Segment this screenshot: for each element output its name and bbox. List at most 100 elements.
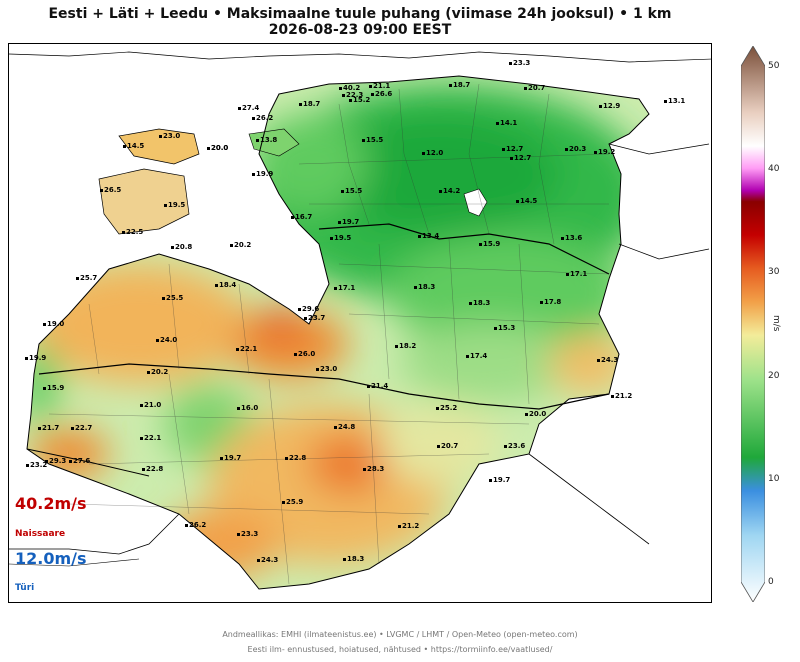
- station-marker[interactable]: 15.5: [341, 187, 362, 195]
- colorbar-tick-label: 40: [768, 164, 780, 175]
- station-marker[interactable]: 17.8: [540, 298, 561, 306]
- station-marker[interactable]: 25.9: [282, 498, 303, 506]
- colorbar-tick-label: 20: [768, 370, 780, 381]
- station-marker[interactable]: 15.2: [349, 96, 370, 104]
- station-marker[interactable]: 19.5: [330, 234, 351, 242]
- station-marker[interactable]: 21.2: [611, 392, 632, 400]
- station-marker[interactable]: 25.2: [436, 404, 457, 412]
- station-marker[interactable]: 27.6: [69, 457, 90, 465]
- station-marker[interactable]: 20.7: [437, 442, 458, 450]
- station-marker[interactable]: 18.3: [469, 299, 490, 307]
- station-marker[interactable]: 19.7: [489, 476, 510, 484]
- station-marker[interactable]: 16.0: [237, 404, 258, 412]
- map-title: Eesti + Läti + Leedu • Maksimaalne tuule…: [48, 6, 672, 22]
- station-marker[interactable]: 20.2: [147, 368, 168, 376]
- station-marker[interactable]: 19.9: [252, 170, 273, 178]
- station-marker[interactable]: 17.1: [566, 270, 587, 278]
- station-marker[interactable]: 24.0: [156, 336, 177, 344]
- station-marker[interactable]: 15.3: [494, 324, 515, 332]
- station-marker[interactable]: 26.0: [294, 350, 315, 358]
- station-marker[interactable]: 19.5: [164, 201, 185, 209]
- station-marker[interactable]: 18.7: [299, 100, 320, 108]
- station-marker[interactable]: 22.7: [71, 424, 92, 432]
- station-marker[interactable]: 12.0: [422, 149, 443, 157]
- station-marker[interactable]: 17.1: [334, 284, 355, 292]
- station-marker[interactable]: 21.1: [369, 82, 390, 90]
- station-marker[interactable]: 25.7: [76, 274, 97, 282]
- station-marker[interactable]: 17.4: [466, 352, 487, 360]
- station-marker[interactable]: 23.3: [237, 530, 258, 538]
- colorbar-unit: m/s: [771, 315, 781, 332]
- station-marker[interactable]: 20.8: [171, 243, 192, 251]
- colorbar-tick-label: 10: [768, 473, 780, 484]
- station-marker[interactable]: 13.6: [561, 234, 582, 242]
- station-marker[interactable]: 21.7: [38, 424, 59, 432]
- station-marker[interactable]: 12.9: [599, 102, 620, 110]
- station-marker[interactable]: 24.3: [257, 556, 278, 564]
- colorbar-tick-label: 0: [768, 577, 774, 587]
- station-marker[interactable]: 19.0: [43, 320, 64, 328]
- station-marker[interactable]: 29.6: [298, 305, 319, 313]
- station-marker[interactable]: 15.5: [362, 136, 383, 144]
- station-marker[interactable]: 23.0: [316, 365, 337, 373]
- station-marker[interactable]: 22.3: [342, 91, 363, 99]
- station-marker[interactable]: 23.0: [159, 132, 180, 140]
- station-marker[interactable]: 21.4: [367, 382, 388, 390]
- gust-field: [27, 76, 649, 589]
- station-marker[interactable]: 24.8: [334, 423, 355, 431]
- station-marker[interactable]: 18.7: [449, 81, 470, 89]
- map-panel[interactable]: 40.2 21.1 18.7 23.3 22.3 26.6 18.7 15.2 20.7 27.4…: [8, 43, 712, 603]
- station-marker[interactable]: 22.1: [236, 345, 257, 353]
- station-marker[interactable]: 18.3: [343, 555, 364, 563]
- station-marker[interactable]: 16.7: [291, 213, 312, 221]
- station-marker[interactable]: 26.2: [185, 521, 206, 529]
- station-marker[interactable]: 20.0: [207, 144, 228, 152]
- max-gust-station: Naissaare: [15, 529, 66, 539]
- station-marker[interactable]: 15.9: [479, 240, 500, 248]
- station-marker[interactable]: 13.1: [664, 97, 685, 105]
- station-marker[interactable]: 19.2: [594, 148, 615, 156]
- station-marker[interactable]: 26.2: [252, 114, 273, 122]
- station-marker[interactable]: 19.9: [25, 354, 46, 362]
- station-marker[interactable]: 18.4: [215, 281, 236, 289]
- station-marker[interactable]: 21.0: [140, 401, 161, 409]
- station-marker[interactable]: 29.3: [45, 457, 66, 465]
- station-marker[interactable]: 23.2: [26, 461, 47, 469]
- station-marker[interactable]: 18.3: [414, 283, 435, 291]
- station-marker[interactable]: 26.6: [371, 90, 392, 98]
- station-marker[interactable]: 21.2: [398, 522, 419, 530]
- station-marker[interactable]: 25.5: [162, 294, 183, 302]
- station-marker[interactable]: 15.9: [43, 384, 64, 392]
- station-marker[interactable]: 40.2: [339, 84, 360, 92]
- website-credit: Eesti ilm- ennustused, hoiatused, nähtus…: [247, 645, 553, 654]
- station-marker[interactable]: 28.3: [363, 465, 384, 473]
- station-marker[interactable]: 22.8: [285, 454, 306, 462]
- max-gust-value: 40.2m/s: [15, 494, 87, 513]
- station-marker[interactable]: 24.3: [597, 356, 618, 364]
- station-marker[interactable]: 13.8: [256, 136, 277, 144]
- wind-gust-map: [9, 44, 711, 602]
- station-marker[interactable]: 23.6: [504, 442, 525, 450]
- station-marker[interactable]: 12.7: [510, 154, 531, 162]
- station-marker[interactable]: 19.7: [338, 218, 359, 226]
- station-marker[interactable]: 23.3: [509, 59, 530, 67]
- station-marker[interactable]: 27.4: [238, 104, 259, 112]
- station-marker[interactable]: 20.7: [524, 84, 545, 92]
- station-marker[interactable]: 14.5: [123, 142, 144, 150]
- station-marker[interactable]: 20.0: [525, 410, 546, 418]
- station-marker[interactable]: 13.4: [418, 232, 439, 240]
- station-marker[interactable]: 12.7: [502, 145, 523, 153]
- station-marker[interactable]: 23.7: [304, 314, 325, 322]
- station-marker[interactable]: 18.2: [395, 342, 416, 350]
- station-marker[interactable]: 14.5: [516, 197, 537, 205]
- station-marker[interactable]: 14.2: [439, 187, 460, 195]
- station-marker[interactable]: 20.3: [565, 145, 586, 153]
- station-marker[interactable]: 14.1: [496, 119, 517, 127]
- station-marker[interactable]: 22.8: [142, 465, 163, 473]
- station-marker[interactable]: 22.5: [122, 228, 143, 236]
- station-marker[interactable]: 26.5: [100, 186, 121, 194]
- station-marker[interactable]: 20.2: [230, 241, 251, 249]
- station-marker[interactable]: 19.7: [220, 454, 241, 462]
- station-marker[interactable]: 22.1: [140, 434, 161, 442]
- min-gust-station: Türi: [15, 583, 35, 593]
